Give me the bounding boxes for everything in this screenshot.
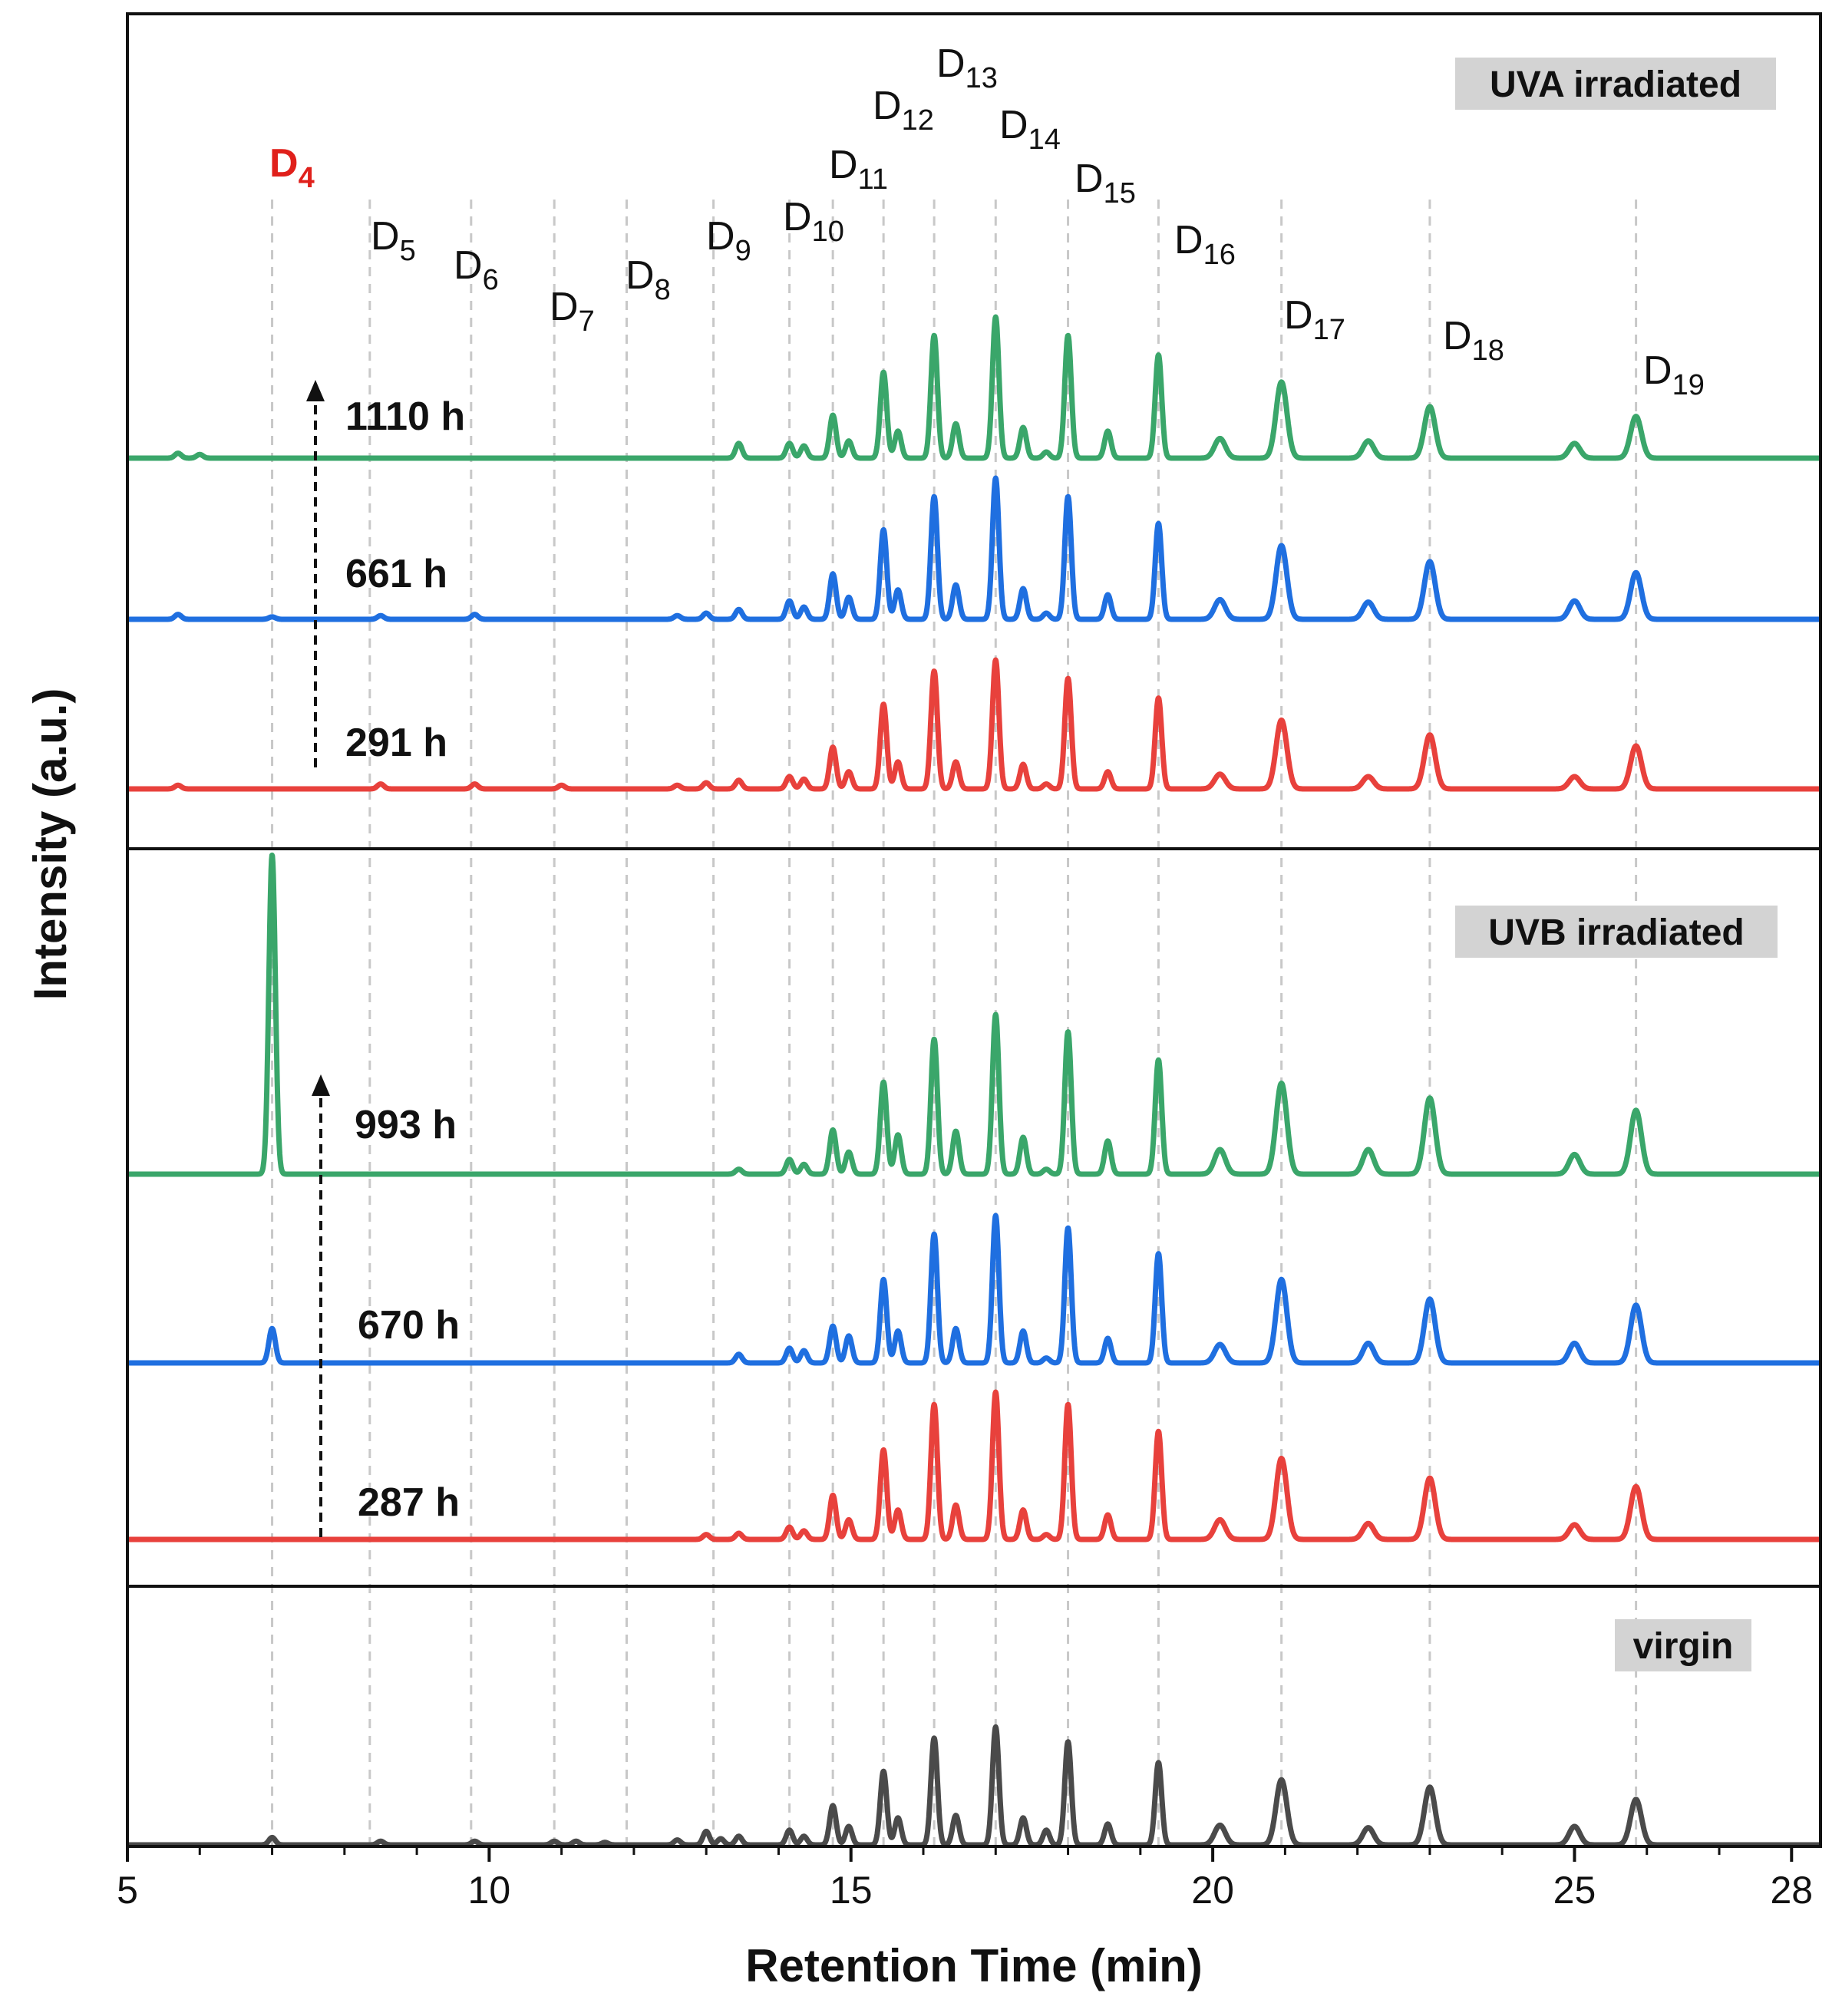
panel-tag: UVA irradiated	[1490, 64, 1741, 105]
panel-tag: virgin	[1633, 1626, 1734, 1667]
peak-guide-lines	[271, 200, 1638, 1846]
peak-label-base: D	[626, 253, 655, 298]
peak-label-base: D	[873, 84, 902, 128]
trace-291-h	[125, 657, 1823, 792]
peak-label-base: D	[454, 243, 483, 288]
peak-label-D9: D9	[706, 214, 751, 267]
peak-label-base: D	[1074, 157, 1104, 201]
peak-label-base: D	[1443, 314, 1472, 358]
peak-label-D10: D10	[783, 195, 844, 248]
time-arrow-head	[312, 1074, 330, 1096]
peak-label-subscript: 6	[483, 264, 499, 296]
peak-label-subscript: 18	[1472, 335, 1504, 367]
x-tick-label: 20	[1191, 1869, 1234, 1912]
trace-1110-h	[125, 314, 1823, 461]
series-label: 1110 h	[345, 394, 465, 439]
peak-label-subscript: 11	[858, 163, 888, 196]
peak-label-subscript: 13	[966, 62, 998, 94]
peak-label-subscript: 19	[1672, 369, 1705, 401]
trace-993-h	[125, 852, 1823, 1177]
peak-label-base: D	[371, 214, 400, 259]
peak-label-D18: D18	[1443, 314, 1504, 367]
peak-label-D14: D14	[999, 103, 1061, 156]
peak-label-D8: D8	[626, 253, 671, 306]
peak-label-subscript: 5	[400, 235, 416, 267]
peak-label-D19: D19	[1643, 348, 1705, 401]
x-tick-label: 15	[830, 1869, 873, 1912]
peak-label-base: D	[1284, 293, 1313, 338]
peak-label-base: D	[936, 41, 966, 86]
peak-label-subscript: 12	[902, 104, 934, 137]
peak-label-subscript: 15	[1104, 177, 1136, 210]
peak-label-D6: D6	[454, 243, 499, 296]
x-tick-label: 25	[1553, 1869, 1596, 1912]
peak-label-D17: D17	[1284, 293, 1345, 346]
peak-label-subscript: 9	[735, 235, 751, 267]
panel-tag: UVB irradiated	[1488, 912, 1744, 953]
panel-tag-background	[1615, 1619, 1751, 1671]
series-label: 661 h	[345, 552, 447, 596]
peak-label-subscript: 8	[655, 274, 671, 306]
peak-label-base: D	[550, 285, 579, 329]
peak-label-subscript: 4	[299, 162, 315, 194]
peak-label-D16: D16	[1174, 218, 1236, 271]
x-tick-label: 10	[468, 1869, 511, 1912]
peak-label-D12: D12	[873, 84, 934, 137]
peak-label-base: D	[706, 214, 735, 259]
x-tick-label: 28	[1770, 1869, 1813, 1912]
trace-661-h	[125, 475, 1823, 622]
panel-tag-background	[1455, 58, 1776, 110]
y-axis-title: Intensity (a.u.)	[25, 688, 76, 1001]
peak-label-base: D	[1174, 218, 1203, 262]
series-label: 287 h	[358, 1480, 460, 1525]
trace-670-h	[125, 1213, 1823, 1366]
peak-label-subscript: 10	[812, 216, 844, 248]
series-label: 993 h	[355, 1103, 457, 1147]
peak-label-D15: D15	[1074, 157, 1136, 210]
peak-label-D4: D4	[269, 141, 315, 194]
trace-287-h	[125, 1389, 1823, 1543]
x-tick-label: 5	[117, 1869, 138, 1912]
peak-label-base: D	[269, 141, 299, 186]
series-label: 670 h	[358, 1303, 460, 1348]
peak-label-subscript: 17	[1313, 314, 1345, 346]
peak-label-D13: D13	[936, 41, 998, 94]
peak-label-D5: D5	[371, 214, 416, 267]
peak-label-subscript: 7	[579, 305, 595, 338]
plot-frame	[126, 12, 1822, 1848]
peak-label-subscript: 16	[1203, 239, 1236, 271]
series-label: 291 h	[345, 721, 447, 765]
peak-label-D11: D11	[829, 143, 888, 196]
peak-label-D7: D7	[550, 285, 595, 338]
peak-label-base: D	[999, 103, 1028, 147]
panel-frames	[126, 12, 1822, 1862]
time-arrow-head	[306, 380, 325, 401]
peak-label-base: D	[829, 143, 858, 187]
peak-label-base: D	[783, 195, 812, 239]
panel-tag-background	[1455, 906, 1778, 958]
peak-label-base: D	[1643, 348, 1672, 393]
x-axis-title: Retention Time (min)	[745, 1940, 1203, 1991]
peak-label-subscript: 14	[1028, 124, 1061, 156]
